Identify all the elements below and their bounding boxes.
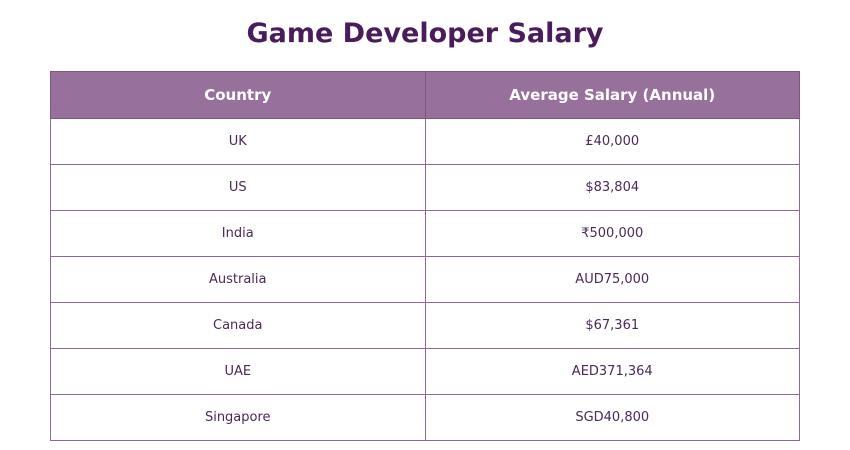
- salary-table: Country Average Salary (Annual) UK £40,000…: [50, 71, 800, 441]
- table-row: Canada $67,361: [50, 302, 800, 349]
- table-cell: Canada: [50, 302, 426, 349]
- column-header: Country: [50, 71, 426, 119]
- table-cell: AED371,364: [424, 348, 800, 395]
- table-body: UK £40,000 US $83,804 India ₹500,000 Australia…: [50, 118, 800, 441]
- header-row: Country Average Salary (Annual): [50, 71, 800, 119]
- table-cell: $67,361: [424, 302, 800, 349]
- table-cell: AUD75,000: [424, 256, 800, 303]
- column-header: Average Salary (Annual): [424, 71, 800, 119]
- table-row: UK £40,000: [50, 118, 800, 165]
- table-cell: $83,804: [424, 164, 800, 211]
- table-row: Singapore SGD40,800: [50, 394, 800, 441]
- table-cell: UK: [50, 118, 426, 165]
- table-cell: SGD40,800: [424, 394, 800, 441]
- table-cell: Singapore: [50, 394, 426, 441]
- table-row: UAE AED371,364: [50, 348, 800, 395]
- title: Game Developer Salary: [246, 18, 604, 49]
- table-row: India ₹500,000: [50, 210, 800, 257]
- table-row: US $83,804: [50, 164, 800, 211]
- table-cell: UAE: [50, 348, 426, 395]
- table-cell: US: [50, 164, 426, 211]
- table-cell: India: [50, 210, 426, 257]
- table-cell: ₹500,000: [424, 210, 800, 257]
- table-row: Australia AUD75,000: [50, 256, 800, 303]
- table-cell: Australia: [50, 256, 426, 303]
- table-cell: £40,000: [424, 118, 800, 165]
